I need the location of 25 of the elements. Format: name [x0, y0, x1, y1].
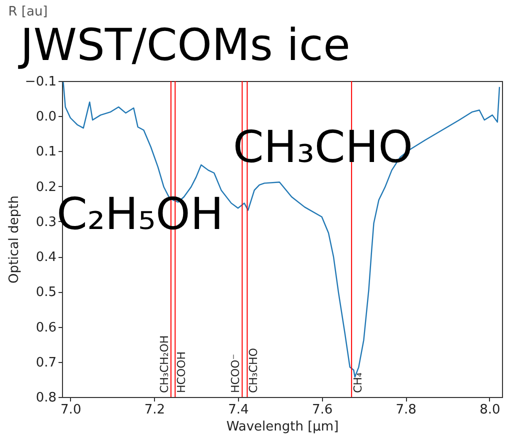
y-tick-label: 0.5 — [36, 285, 56, 300]
ref-line-label: CH₄ — [352, 372, 365, 393]
y-tick-label: 0.7 — [36, 355, 56, 370]
y-tick-label: 0.6 — [36, 320, 56, 336]
ref-line-label: CH₃CH₂OH — [158, 335, 171, 393]
y-tick-label: 0.2 — [36, 180, 56, 195]
x-axis-title: Wavelength [μm] — [226, 420, 339, 434]
y-tick-label: −0.1 — [24, 74, 56, 90]
x-tick-label: 7.4 — [228, 402, 249, 418]
y-tick-label: 0.3 — [36, 214, 56, 230]
y-tick-label: 0.8 — [36, 390, 56, 406]
ref-line-label: HCOOH — [175, 351, 188, 393]
chart-title: JWST/COMs ice — [17, 20, 350, 71]
y-tick-label: 0.4 — [36, 250, 56, 266]
x-tick-label: 7.6 — [312, 402, 333, 418]
y-tick-label: 0.0 — [36, 110, 56, 125]
x-tick-label: 7.8 — [396, 402, 416, 418]
ref-line-label: CH₃CHO — [247, 348, 260, 393]
x-tick-label: 7.0 — [60, 402, 82, 418]
y-axis-title: Optical depth — [6, 196, 22, 284]
ref-line-label: HCOO⁻ — [229, 354, 242, 393]
y-tick-label: 0.1 — [36, 144, 56, 160]
x-tick-label: 7.2 — [144, 402, 166, 418]
x-tick-label: 8.0 — [480, 402, 500, 418]
text: R [au] — [8, 4, 48, 20]
